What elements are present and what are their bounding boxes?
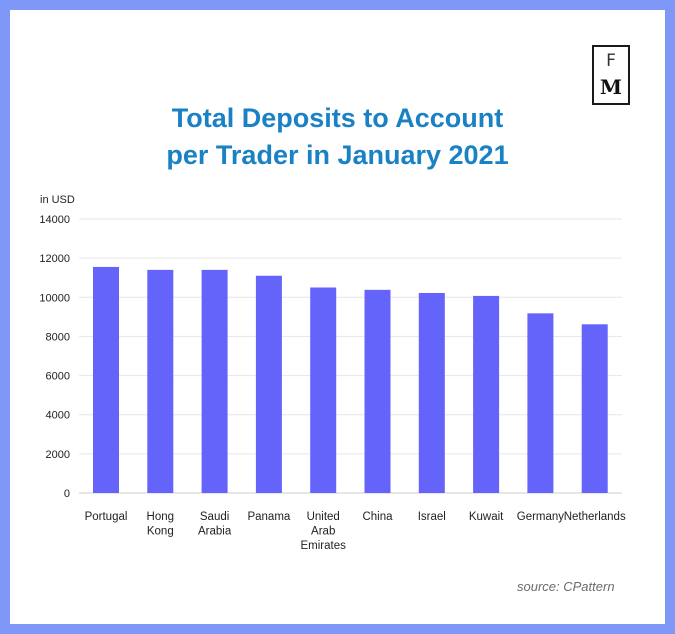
x-tick-label: Saudi Arabia (198, 511, 232, 538)
bar (310, 287, 337, 493)
x-category-labels: Portugal Hong Kong Saudi Arabia Panama United A… (85, 511, 626, 552)
logo-letter-bottom: M (599, 75, 623, 99)
x-tick-label-line: Emirates (301, 540, 347, 552)
bar (364, 289, 391, 493)
y-tick-labels: 0 2000 4000 6000 8000 10000 12000 14000 (39, 214, 70, 500)
x-tick-label-line: Kong (147, 526, 174, 538)
x-tick-label: China (362, 511, 393, 523)
x-tick-label: Germany (517, 511, 565, 523)
y-tick-label: 4000 (46, 410, 70, 422)
x-tick-label: Netherlands (564, 511, 626, 523)
y-tick-label: 0 (64, 488, 70, 500)
x-tick-label-line: Panama (247, 511, 290, 523)
x-tick-label: United Arab Emirates (301, 511, 347, 552)
bar (418, 292, 445, 493)
y-axis-label: in USD (40, 194, 75, 206)
y-tick-label: 14000 (39, 214, 70, 226)
x-tick-label-line: China (362, 511, 393, 523)
bar (93, 266, 119, 493)
bars (93, 266, 608, 493)
bar (147, 269, 174, 493)
bar (473, 295, 500, 493)
y-tick-label: 2000 (46, 449, 70, 461)
bar (527, 313, 554, 493)
y-tick-label: 8000 (46, 331, 70, 343)
x-tick-label: Portugal (85, 511, 128, 523)
x-tick-label-line: Arab (311, 526, 335, 538)
x-tick-label-line: Hong (147, 511, 175, 523)
x-tick-label-line: Israel (418, 511, 446, 523)
chart-title-line-2: per Trader in January 2021 (166, 140, 509, 170)
y-tick-label: 6000 (46, 371, 70, 383)
x-tick-label-line: Arabia (198, 526, 232, 538)
bar (581, 324, 608, 493)
y-tick-label: 10000 (39, 292, 70, 304)
x-tick-label: Hong Kong (147, 511, 175, 538)
source-note: source: CPattern (517, 579, 615, 594)
chart-card (10, 10, 665, 624)
bar (255, 275, 282, 493)
logo-letter-top: F (606, 51, 616, 71)
x-tick-label-line: Kuwait (469, 511, 504, 523)
fm-logo: F M (592, 45, 630, 105)
bar (201, 269, 228, 493)
x-tick-label: Kuwait (469, 511, 504, 523)
y-tick-label: 12000 (39, 253, 70, 265)
x-tick-label-line: Saudi (200, 511, 229, 523)
chart-title-line-1: Total Deposits to Account (171, 103, 504, 133)
x-tick-label-line: United (307, 511, 340, 523)
x-tick-label-line: Portugal (85, 511, 128, 523)
x-tick-label: Israel (418, 511, 446, 523)
x-tick-label-line: Netherlands (564, 511, 626, 523)
x-tick-label-line: Germany (517, 511, 565, 523)
x-tick-label: Panama (247, 511, 290, 523)
chart-title: Total Deposits to Account per Trader in … (0, 100, 675, 174)
